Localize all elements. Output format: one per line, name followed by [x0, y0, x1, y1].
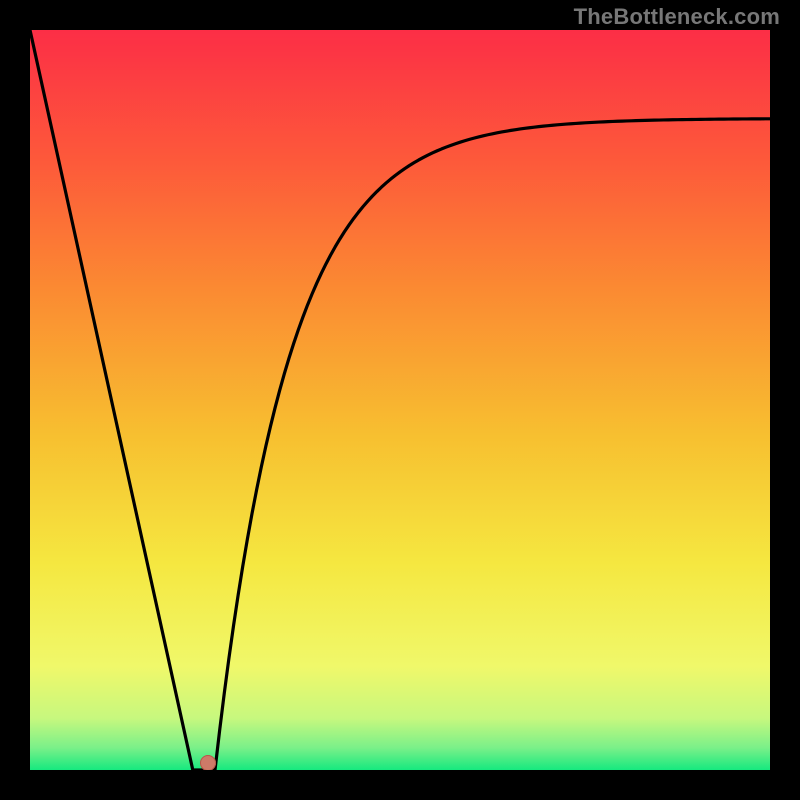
chart-container: TheBottleneck.com [0, 0, 800, 800]
bottleneck-curve [30, 30, 770, 770]
minimum-marker [200, 755, 216, 770]
watermark-text: TheBottleneck.com [574, 4, 780, 30]
curve-svg [30, 30, 770, 770]
plot-area [30, 30, 770, 770]
